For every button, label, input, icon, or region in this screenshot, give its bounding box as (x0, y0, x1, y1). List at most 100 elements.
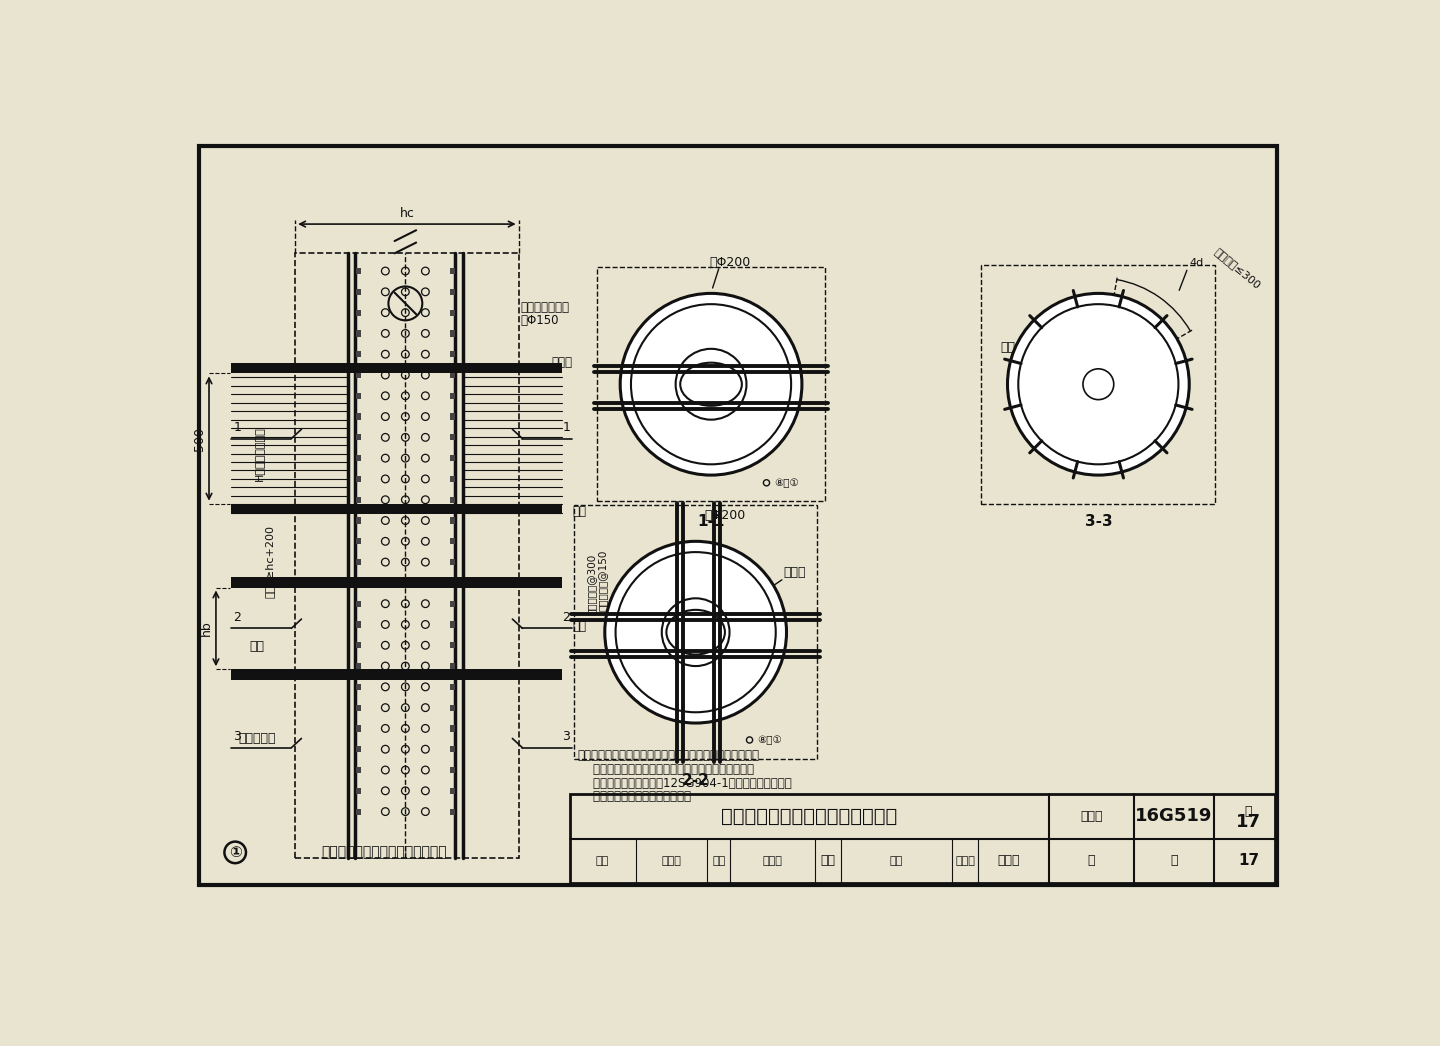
Bar (356, 684, 360, 690)
Bar (570, 794, 1276, 883)
Text: 稽銀泉: 稽銀泉 (662, 856, 681, 866)
Bar (451, 725, 455, 731)
Bar (356, 788, 360, 794)
Text: 2: 2 (233, 611, 242, 624)
Bar (232, 363, 563, 373)
Text: 孔Φ200: 孔Φ200 (710, 256, 750, 269)
Circle shape (621, 293, 802, 475)
Bar (356, 497, 360, 503)
Text: 栓钉: 栓钉 (999, 341, 1015, 354)
Bar (356, 518, 360, 524)
Text: 2-2: 2-2 (681, 773, 710, 788)
Text: 形柱内≥hc+200: 形柱内≥hc+200 (265, 525, 275, 598)
Text: 注：在圆柱中对应于梁纵筋所在位置设置的水平加劲隔板，: 注：在圆柱中对应于梁纵筋所在位置设置的水平加劲隔板， (577, 749, 760, 761)
Bar (451, 518, 455, 524)
Bar (356, 767, 360, 773)
Text: hc: hc (399, 207, 415, 220)
Text: 梁纵筋: 梁纵筋 (783, 566, 805, 578)
Text: 1: 1 (563, 422, 570, 434)
Bar (451, 476, 455, 482)
Bar (356, 476, 360, 482)
Bar (356, 331, 360, 337)
Text: 16G519: 16G519 (1135, 808, 1212, 825)
Text: 宋文晶: 宋文晶 (955, 856, 975, 866)
Text: 骨柱的连接方式见图集12SG904-1《型颉混凝土结构施: 骨柱的连接方式见图集12SG904-1《型颉混凝土结构施 (577, 776, 792, 790)
Text: 浇筑混凝土用孔: 浇筑混凝土用孔 (521, 301, 570, 314)
Bar (598, 267, 825, 501)
Bar (451, 268, 455, 274)
Bar (451, 767, 455, 773)
Bar (356, 621, 360, 628)
Bar (451, 705, 455, 710)
Text: 其截面积不得小于一侧梁纵筋面积之和。梁纵筋与颉: 其截面积不得小于一侧梁纵筋面积之和。梁纵筋与颉 (577, 763, 755, 776)
Bar (451, 392, 455, 399)
Text: 间距宜采用@150: 间距宜采用@150 (598, 550, 608, 611)
Bar (356, 663, 360, 669)
Text: 17: 17 (1236, 814, 1261, 832)
Text: hb: hb (200, 620, 213, 636)
Text: 栓钉: 栓钉 (249, 639, 265, 653)
Text: 1: 1 (233, 422, 242, 434)
Text: 间距不大于@300: 间距不大于@300 (586, 553, 596, 615)
Bar (356, 809, 360, 815)
Bar (451, 455, 455, 461)
Bar (981, 265, 1215, 503)
Text: 2: 2 (563, 611, 570, 624)
Bar (451, 413, 455, 419)
Text: 校对: 校对 (713, 856, 726, 866)
Text: 图集号: 图集号 (1080, 810, 1103, 823)
Text: 栓钉间距≤300: 栓钉间距≤300 (1212, 247, 1263, 291)
Bar (356, 434, 360, 440)
Text: 17: 17 (1238, 854, 1259, 868)
Bar (451, 746, 455, 752)
Bar (356, 746, 360, 752)
Bar (356, 725, 360, 731)
Bar (356, 579, 360, 586)
Text: 页: 页 (1171, 855, 1178, 867)
Bar (232, 669, 563, 680)
Bar (451, 289, 455, 295)
Bar (451, 539, 455, 544)
Text: 工颉筋排布规则与构造详图》。: 工颉筋排布规则与构造详图》。 (577, 791, 691, 803)
Text: 审核: 审核 (596, 856, 609, 866)
Text: 3: 3 (233, 730, 242, 744)
Bar (356, 705, 360, 710)
Bar (451, 621, 455, 628)
Bar (356, 268, 360, 274)
Bar (451, 788, 455, 794)
Text: 型颉混凝土: 型颉混凝土 (238, 732, 275, 745)
Text: 圆颉管柱与型颉混凝土柱连接节点: 圆颉管柱与型颉混凝土柱连接节点 (321, 845, 446, 860)
Bar (356, 413, 360, 419)
Text: 4d: 4d (1189, 257, 1204, 268)
Bar (451, 579, 455, 586)
Text: 3: 3 (563, 730, 570, 744)
Text: 武子斜: 武子斜 (763, 856, 782, 866)
Circle shape (605, 542, 786, 723)
Text: 梁纵筋: 梁纵筋 (552, 357, 573, 369)
Text: 栓钉: 栓钉 (573, 505, 586, 518)
Bar (451, 809, 455, 815)
Text: 页: 页 (1244, 805, 1253, 818)
Bar (451, 642, 455, 649)
Bar (356, 289, 360, 295)
Bar (232, 503, 563, 515)
Text: 郑之所: 郑之所 (998, 855, 1021, 867)
Bar (356, 372, 360, 378)
Bar (451, 434, 455, 440)
Text: 栓钉: 栓钉 (573, 620, 586, 633)
Circle shape (1008, 293, 1189, 475)
Bar (295, 253, 518, 858)
Bar (451, 600, 455, 607)
Bar (356, 310, 360, 316)
Text: 圆颉管柱与型颉混凝土柱连接节点: 圆颉管柱与型颉混凝土柱连接节点 (721, 806, 897, 825)
Text: 武城: 武城 (821, 855, 835, 867)
Bar (356, 559, 360, 565)
Bar (451, 310, 455, 316)
Bar (451, 331, 455, 337)
Bar (451, 497, 455, 503)
Text: 页: 页 (1087, 855, 1096, 867)
Text: ⑧或①: ⑧或① (775, 478, 799, 487)
Bar (356, 600, 360, 607)
Text: 1-1: 1-1 (697, 514, 724, 529)
Bar (451, 559, 455, 565)
